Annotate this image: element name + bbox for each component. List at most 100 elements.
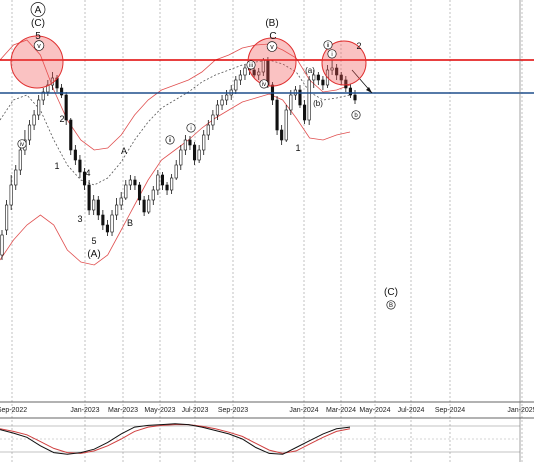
candle-up xyxy=(46,84,50,93)
oscillator-panel xyxy=(0,417,534,455)
candle-down xyxy=(60,87,64,96)
wave-label: 4 xyxy=(85,168,90,178)
candle-down xyxy=(353,94,357,101)
x-tick-label: May-2024 xyxy=(359,407,390,414)
candle-up xyxy=(156,174,160,191)
candle-up xyxy=(243,67,247,76)
wave-label: 5 xyxy=(35,31,41,42)
wave-label-circle xyxy=(246,60,256,70)
candle-down xyxy=(339,74,343,81)
candle-up xyxy=(312,74,316,81)
x-tick-label: Mar-2023 xyxy=(108,407,138,414)
candle-up xyxy=(18,149,22,171)
candle-up xyxy=(289,94,293,111)
wave-label: i xyxy=(190,126,191,132)
highlight-circles xyxy=(10,35,367,89)
wave-label: (b) xyxy=(313,99,323,108)
wave-label: (A) xyxy=(87,249,100,260)
wave-label: (B) xyxy=(265,18,278,29)
candle-down xyxy=(335,67,339,76)
wave-label-circle xyxy=(186,123,196,133)
wave-label: 3 xyxy=(77,214,82,224)
candle-down xyxy=(87,184,91,211)
wave-label-circle xyxy=(165,135,175,145)
osc-signal-line xyxy=(0,424,351,454)
x-tick-label: Sep-2024 xyxy=(435,407,465,414)
candle-down xyxy=(316,74,320,81)
wave-label: iv xyxy=(262,82,266,88)
wave-label-circle xyxy=(351,110,361,120)
wave-label: 1 xyxy=(295,143,300,153)
x-tick-label: Jul-2024 xyxy=(398,407,425,414)
x-tick-label: Sep-2023 xyxy=(218,407,248,414)
wave-label: C xyxy=(269,31,276,42)
wave-label: b xyxy=(354,113,358,119)
candle-down xyxy=(96,199,100,216)
wave-label: v xyxy=(270,44,274,51)
candle-up xyxy=(197,149,201,161)
candle-down xyxy=(165,184,169,191)
candle-up xyxy=(183,139,187,151)
candle-up xyxy=(307,79,311,121)
wave-label: (C) xyxy=(31,18,45,29)
candle-up xyxy=(32,114,36,126)
candle-up xyxy=(115,204,119,216)
candle-down xyxy=(82,171,87,186)
candle-up xyxy=(14,169,18,186)
wave-label: 1 xyxy=(54,161,59,171)
candle-up xyxy=(179,149,183,166)
x-tick-label: May-2023 xyxy=(144,407,175,414)
candle-down xyxy=(137,184,142,201)
candle-down xyxy=(64,94,68,121)
x-tick-label: Jan-2024 xyxy=(289,407,318,414)
candle-down xyxy=(275,99,279,131)
candle-down xyxy=(252,69,256,76)
candle-up xyxy=(238,74,242,81)
candle-down xyxy=(303,104,307,121)
candle-up xyxy=(330,67,334,71)
candle-up xyxy=(128,179,132,186)
candle-up xyxy=(225,94,229,101)
candle-down xyxy=(280,129,284,141)
candle-up xyxy=(206,124,210,136)
candle-up xyxy=(41,91,45,101)
wave-label: 5 xyxy=(91,236,96,246)
wave-label: 2 xyxy=(356,41,361,51)
candle-down xyxy=(298,89,302,106)
projection-arrow xyxy=(366,87,372,93)
candle-down xyxy=(160,174,165,186)
wave-label: 2 xyxy=(59,114,64,124)
candle-down xyxy=(133,179,137,186)
candle-down xyxy=(73,149,77,161)
candle-down xyxy=(105,224,110,233)
wave-label-circle xyxy=(33,40,45,51)
wave-label: A xyxy=(35,5,42,16)
bollinger-middle xyxy=(0,59,351,186)
wave-label: i xyxy=(331,52,332,58)
candle-up xyxy=(234,79,238,91)
wave-labels: A(C)5viv21435(A)ABiiiiiiiv(B)Cv1(a)(b)ii… xyxy=(17,2,398,310)
wave-label: iv xyxy=(20,142,24,148)
bollinger-upper xyxy=(0,39,351,151)
candle-up xyxy=(27,124,32,141)
x-tick-label: Jan-2025 xyxy=(507,407,534,414)
x-tick-label: Sep-2022 xyxy=(0,407,27,414)
candle-down xyxy=(192,144,197,161)
candle-down xyxy=(348,87,352,96)
candle-up xyxy=(147,199,151,213)
wave-label: B xyxy=(389,303,393,309)
candle-down xyxy=(344,79,348,89)
grid xyxy=(11,0,523,462)
wave-label: (C) xyxy=(384,287,398,298)
candle-up xyxy=(5,204,9,231)
x-tick-label: Jan-2023 xyxy=(70,407,99,414)
wave-label-circle xyxy=(327,49,337,59)
wave-label-circle xyxy=(386,300,396,310)
candle-down xyxy=(321,79,325,86)
candle-up xyxy=(215,104,220,116)
candle-up xyxy=(257,71,261,76)
wave-label-circle xyxy=(259,79,269,89)
